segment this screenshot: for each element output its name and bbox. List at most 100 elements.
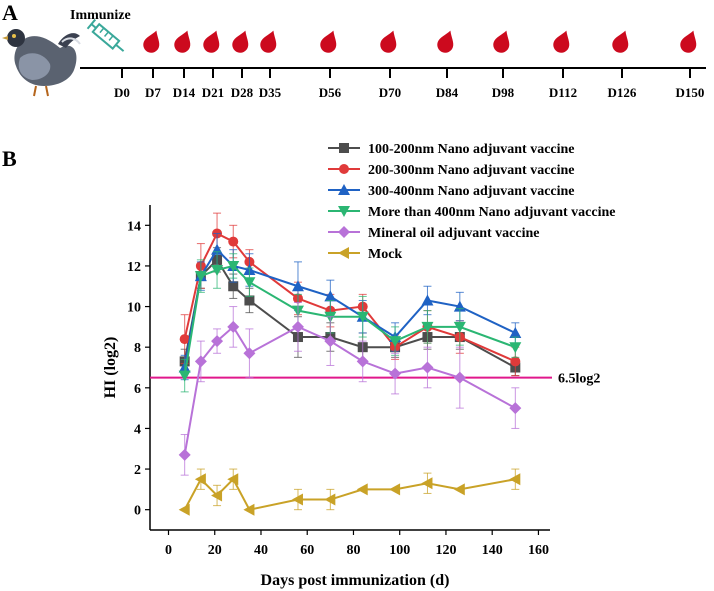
- x-tick-label: 140: [482, 543, 503, 558]
- data-point: [421, 477, 433, 490]
- x-tick-label: 20: [208, 543, 222, 558]
- x-tick-label: 80: [346, 543, 360, 558]
- timeline-day-label: D126: [608, 85, 637, 100]
- data-point: [178, 370, 191, 382]
- data-point: [356, 483, 368, 496]
- data-point: [291, 320, 304, 333]
- timeline-day-label: D14: [173, 85, 196, 100]
- legend-marker: [339, 164, 349, 174]
- data-point: [211, 489, 223, 502]
- legend-entry: Mock: [368, 247, 402, 262]
- timeline-day-label: D150: [676, 85, 705, 100]
- x-tick-label: 40: [254, 543, 268, 558]
- blood-drop-icon: [553, 30, 570, 53]
- series-line: [183, 325, 516, 456]
- data-point: [453, 321, 466, 333]
- legend-marker: [338, 247, 349, 259]
- blood-drop-icon: [260, 30, 277, 53]
- x-tick-label: 60: [300, 543, 314, 558]
- data-point: [324, 335, 337, 348]
- blood-drop-icon: [380, 30, 397, 53]
- series-6: [178, 468, 521, 516]
- blood-drop-icon: [203, 30, 220, 53]
- timeline-day-label: D70: [379, 85, 401, 100]
- series-line: [183, 258, 516, 369]
- data-point: [421, 294, 434, 306]
- blood-drop-icon: [320, 30, 337, 53]
- data-point: [211, 335, 224, 348]
- x-tick-label: 100: [389, 543, 410, 558]
- immunize-label: Immunize: [70, 8, 131, 23]
- data-point: [178, 448, 191, 461]
- data-point: [211, 265, 224, 276]
- legend-entry: Mineral oil adjuvant vaccine: [368, 226, 540, 241]
- timeline-day-label: D35: [259, 85, 282, 100]
- data-point: [244, 295, 255, 306]
- legend-marker: [339, 143, 349, 153]
- y-tick-label: 4: [134, 422, 141, 437]
- legend-entry: More than 400nm Nano adjuvant vaccine: [368, 205, 615, 220]
- data-point: [389, 336, 402, 348]
- blood-drop-icon: [612, 30, 629, 53]
- syringe-icon: [86, 18, 125, 52]
- blood-drop-icon: [174, 30, 191, 53]
- x-tick-label: 120: [435, 543, 456, 558]
- series-line: [183, 477, 516, 511]
- y-axis-label: HI (log2): [102, 337, 119, 399]
- y-tick-label: 0: [134, 504, 141, 519]
- data-point: [509, 326, 522, 338]
- legend-marker: [338, 226, 350, 238]
- y-tick-label: 10: [127, 301, 141, 316]
- x-tick-label: 0: [165, 543, 172, 558]
- x-axis-label: Days post immunization (d): [261, 572, 450, 589]
- threshold-label: 6.5log2: [558, 372, 600, 387]
- data-point: [291, 280, 304, 292]
- timeline-day-label: D56: [319, 85, 342, 100]
- timeline-day-label: D28: [231, 85, 254, 100]
- timeline-day-label: D7: [145, 85, 161, 100]
- data-point: [421, 361, 434, 374]
- data-point: [291, 493, 303, 506]
- data-point: [228, 281, 239, 292]
- data-point: [509, 342, 522, 354]
- blood-drop-icon: [493, 30, 510, 53]
- data-point: [179, 334, 190, 345]
- data-point: [243, 347, 256, 360]
- y-tick-label: 12: [127, 260, 141, 275]
- blood-drop-icon: [143, 30, 160, 53]
- data-point: [509, 402, 522, 415]
- blood-drop-icon: [680, 30, 697, 53]
- series-4: [178, 251, 522, 393]
- legend-marker: [338, 206, 350, 217]
- timeline-day-label: D98: [492, 85, 515, 100]
- data-point: [356, 355, 369, 368]
- data-point: [509, 473, 521, 486]
- timeline-day-label: D84: [436, 85, 459, 100]
- timeline-day-label: D21: [202, 85, 224, 100]
- data-point: [178, 503, 190, 516]
- legend-entry: 200-300nm Nano adjuvant vaccine: [368, 163, 575, 178]
- data-point: [194, 473, 206, 486]
- legend-marker: [338, 184, 350, 195]
- legend: 100-200nm Nano adjuvant vaccine 200-300nm…: [328, 142, 615, 262]
- data-point: [227, 473, 239, 486]
- immunization-timeline: D0 D7 D14 D21 D28 D35 D56 D70 D84 D98 D112 D126 D150: [80, 30, 706, 100]
- data-point: [194, 271, 207, 283]
- timeline-day-label: D0: [114, 85, 130, 100]
- y-tick-label: 14: [127, 219, 141, 234]
- series-5: [178, 302, 522, 476]
- timeline-day-label: D112: [549, 85, 577, 100]
- bird-icon: [2, 29, 81, 97]
- series-line: [183, 232, 516, 363]
- data-point: [227, 260, 240, 272]
- panel-b-label: B: [2, 146, 17, 171]
- data-point: [243, 277, 256, 289]
- panel-a-label: A: [2, 0, 18, 25]
- data-point: [389, 483, 401, 496]
- data-point: [453, 371, 466, 384]
- x-tick-label: 160: [528, 543, 549, 558]
- blood-drop-icon: [232, 30, 249, 53]
- data-point: [356, 311, 369, 323]
